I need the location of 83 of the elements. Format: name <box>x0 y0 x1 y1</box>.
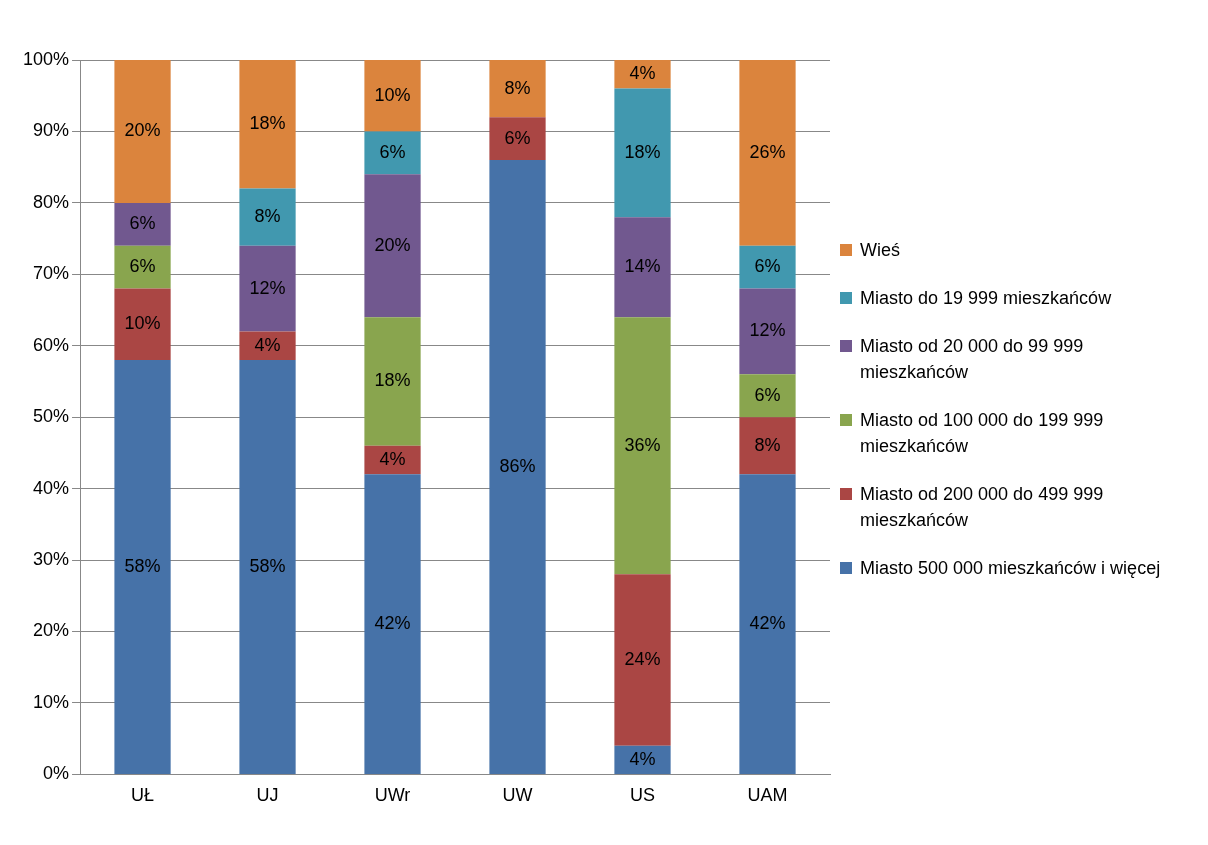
data-label: 58% <box>124 555 161 576</box>
data-label: 18% <box>374 370 411 391</box>
bar <box>364 474 421 774</box>
data-label: 26% <box>749 141 786 162</box>
data-label: 6% <box>379 141 406 162</box>
y-tick-label: 100% <box>22 48 70 69</box>
data-label: 86% <box>499 455 536 476</box>
data-label: 8% <box>504 77 531 98</box>
bar <box>739 288 796 375</box>
data-label: 20% <box>374 234 411 255</box>
y-tick-label: 80% <box>33 191 70 212</box>
bar <box>114 202 171 246</box>
bar <box>739 60 796 246</box>
data-label: 14% <box>624 256 661 277</box>
bar <box>614 317 671 575</box>
data-label: 58% <box>249 555 286 576</box>
data-label: 10% <box>124 313 161 334</box>
bar <box>614 574 671 746</box>
y-tick-label: 40% <box>33 477 70 498</box>
data-label: 12% <box>749 320 786 341</box>
data-label: 8% <box>254 206 281 227</box>
data-label: 12% <box>249 277 286 298</box>
bar <box>614 88 671 218</box>
y-tick-label: 60% <box>33 334 70 355</box>
bar <box>114 245 171 289</box>
x-tick-label: UJ <box>256 785 279 806</box>
bar <box>114 288 171 361</box>
data-label: 20% <box>124 120 161 141</box>
data-label: 18% <box>249 113 286 134</box>
data-label: 4% <box>254 334 281 355</box>
y-tick-label: 0% <box>43 763 70 784</box>
y-tick-label: 20% <box>33 620 70 641</box>
x-tick-label: US <box>630 785 656 806</box>
y-tick-label: 70% <box>33 263 70 284</box>
bar <box>739 474 796 774</box>
legend-label: Miasto 500 000 mieszkańców i więcej <box>860 557 1161 580</box>
legend-label: Miasto do 19 999 mieszkańców <box>860 287 1112 310</box>
bar <box>239 360 296 774</box>
data-label: 4% <box>629 63 656 84</box>
legend-label: Miasto od 200 000 do 499 999 mieszkańców <box>860 483 1105 532</box>
bar <box>489 117 546 161</box>
x-tick-label: UAM <box>747 785 788 806</box>
data-label: 6% <box>754 256 781 277</box>
bar <box>239 60 296 189</box>
y-tick-label: 10% <box>33 691 70 712</box>
bar <box>364 174 421 318</box>
data-label: 24% <box>624 649 661 670</box>
bar <box>239 331 296 361</box>
bar <box>614 217 671 318</box>
bar <box>239 245 296 332</box>
y-tick-label: 30% <box>33 549 70 570</box>
bar <box>114 360 171 774</box>
x-tick-label: UW <box>502 785 533 806</box>
data-label: 4% <box>379 449 406 470</box>
data-label: 4% <box>629 748 656 769</box>
bar <box>239 188 296 246</box>
data-label: 6% <box>129 213 156 234</box>
bar <box>364 317 421 446</box>
bar <box>489 160 546 774</box>
data-label: 10% <box>374 84 411 105</box>
data-label: 6% <box>754 384 781 405</box>
bar <box>739 417 796 475</box>
legend-label: Miasto od 100 000 do 199 999 mieszkańców <box>860 409 1105 458</box>
y-tick-label: 90% <box>33 120 70 141</box>
data-label: 6% <box>504 127 531 148</box>
legend-label: Miasto od 20 000 do 99 999 mieszkańców <box>860 335 1085 384</box>
data-label: 42% <box>749 613 786 634</box>
data-label: 18% <box>624 141 661 162</box>
bar <box>364 60 421 132</box>
bar <box>364 131 421 175</box>
bar <box>739 245 796 289</box>
x-tick-label: UŁ <box>131 785 155 806</box>
y-tick-label: 50% <box>33 406 70 427</box>
bar <box>614 60 671 89</box>
data-label: 36% <box>624 434 661 455</box>
x-tick-label: UWr <box>374 785 411 806</box>
data-label: 42% <box>374 613 411 634</box>
bar <box>114 60 171 203</box>
legend-label: Wieś <box>860 239 900 262</box>
data-label: 8% <box>754 434 781 455</box>
data-label: 6% <box>129 256 156 277</box>
bar <box>739 374 796 418</box>
bar <box>489 60 546 118</box>
